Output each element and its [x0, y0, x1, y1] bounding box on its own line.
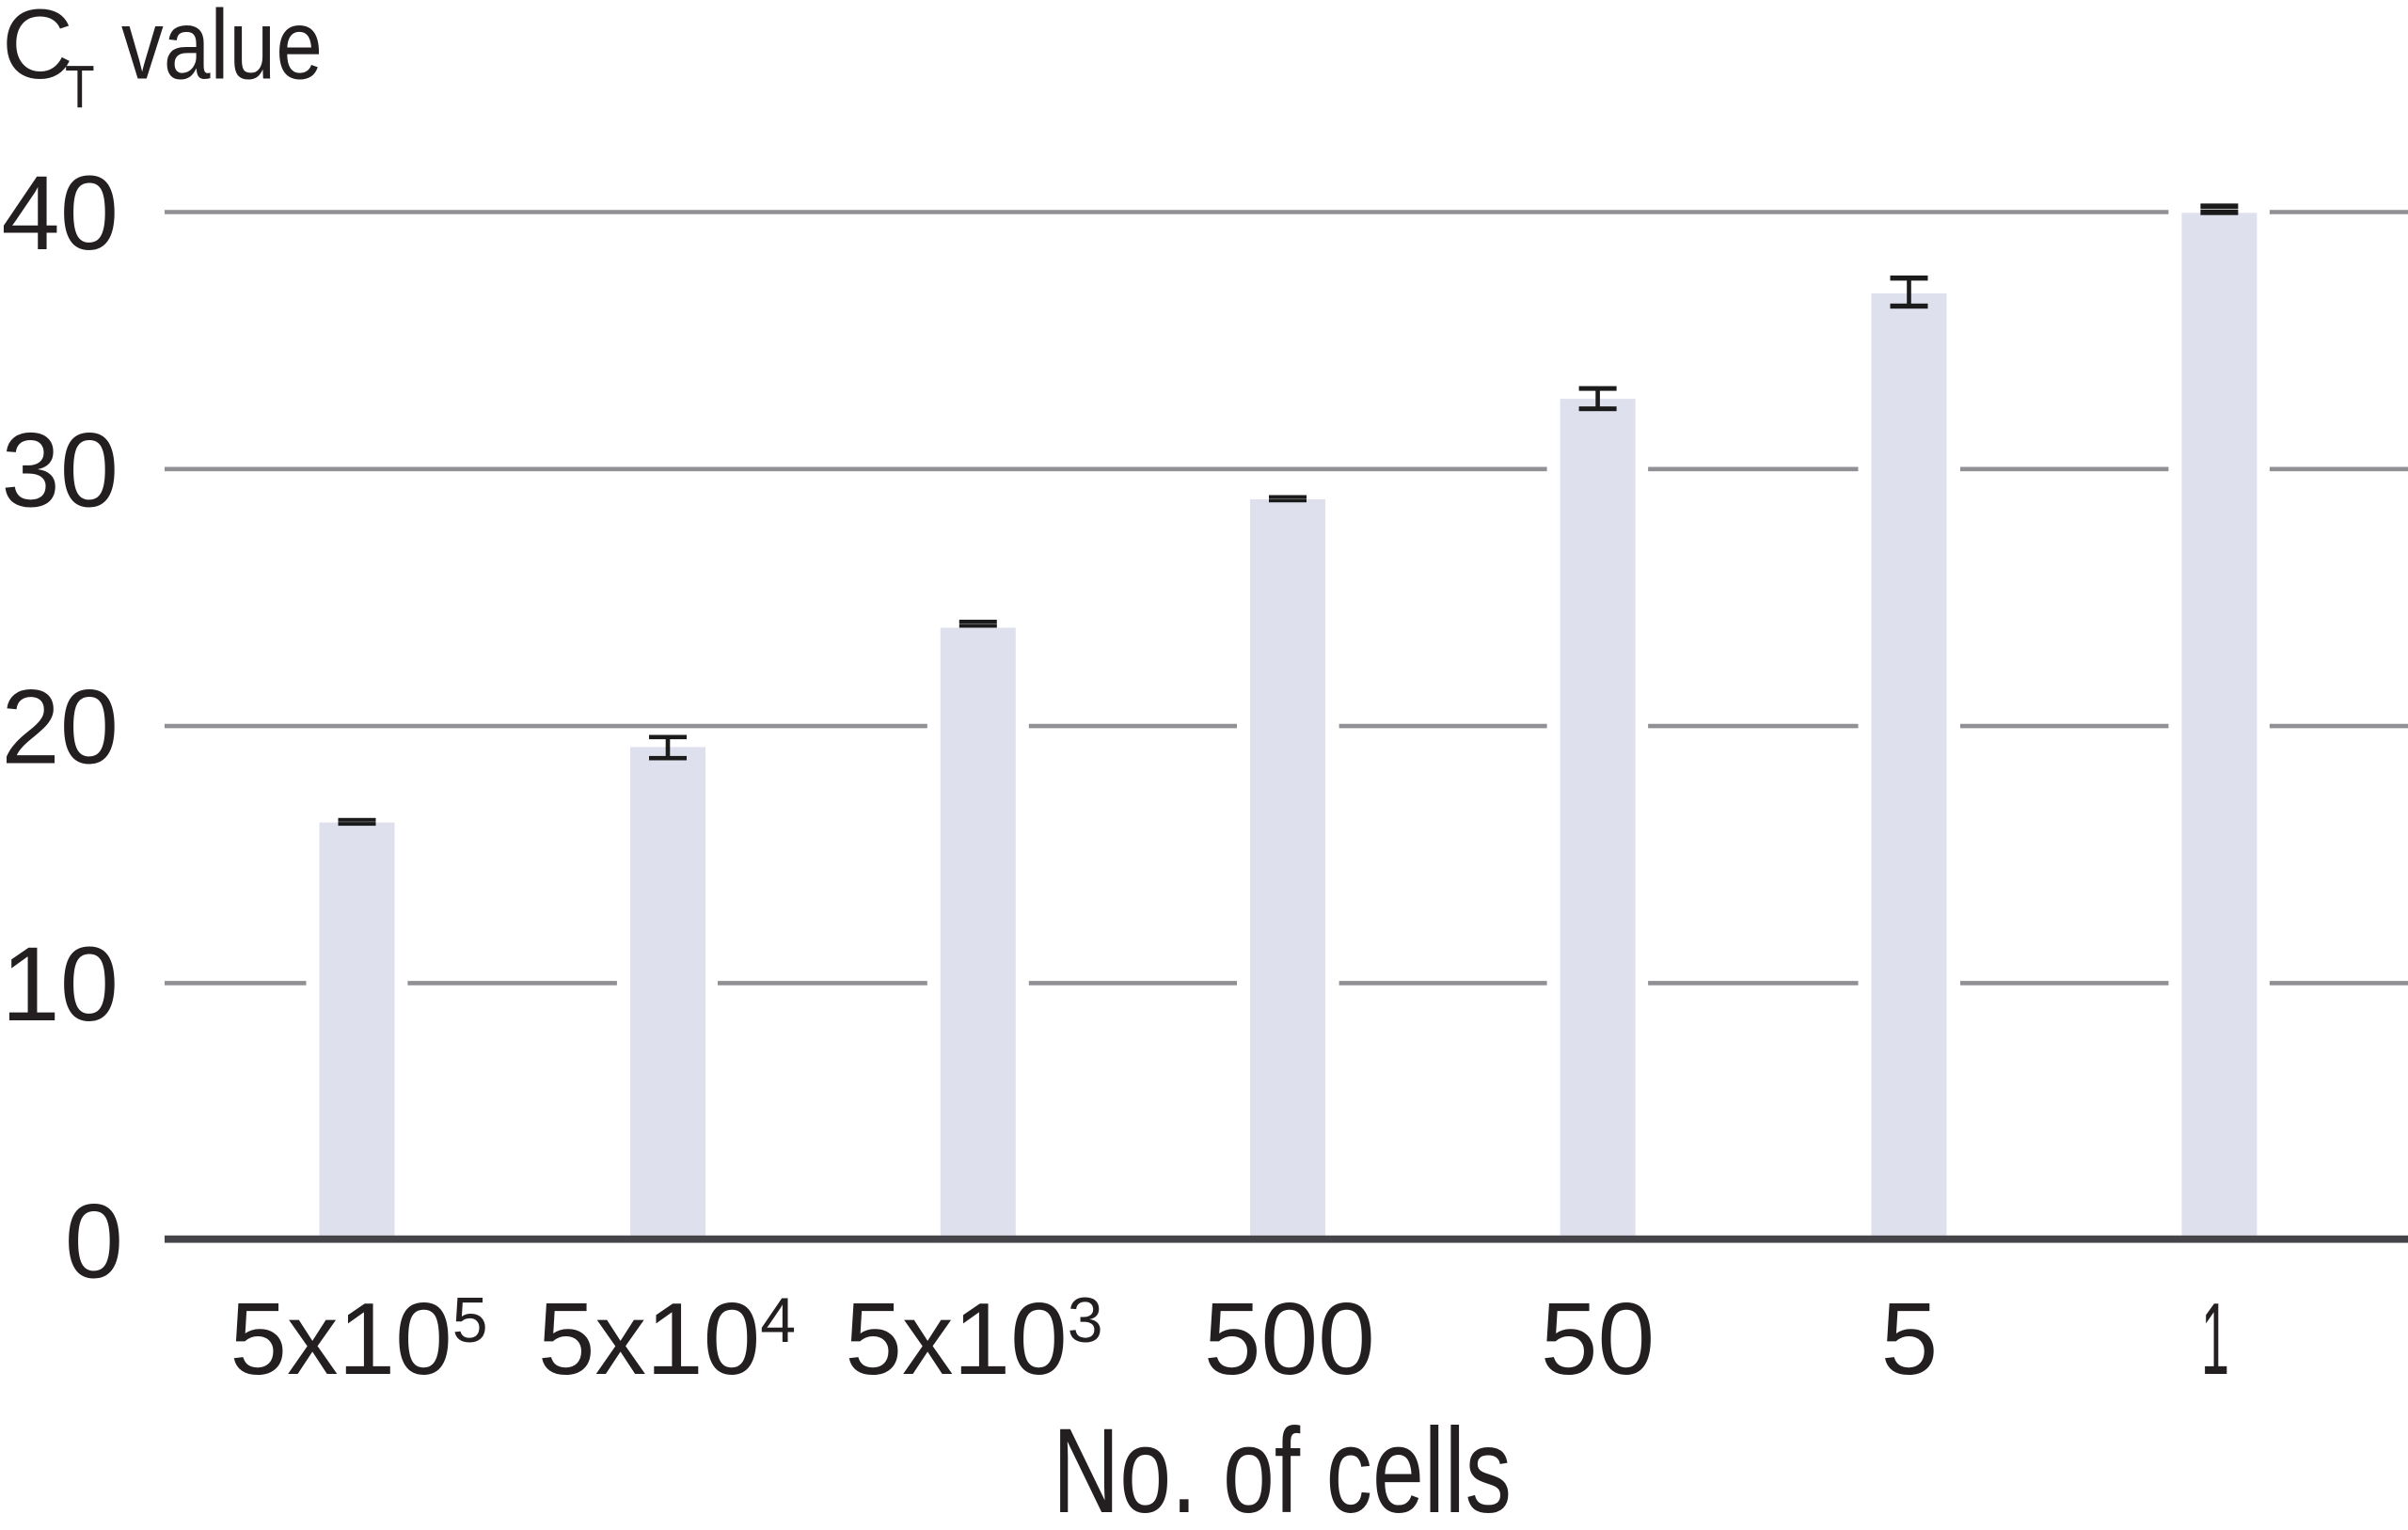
svg-text:5: 5: [1881, 1282, 1939, 1396]
svg-text:T: T: [65, 53, 95, 120]
svg-text:40: 40: [1, 154, 119, 272]
svg-text:value: value: [121, 0, 323, 101]
svg-text:20: 20: [1, 669, 119, 786]
svg-text:5x104: 5x104: [538, 1282, 796, 1396]
svg-text:0: 0: [65, 1182, 123, 1300]
svg-text:1: 1: [2201, 1282, 2229, 1396]
svg-text:500: 500: [1204, 1282, 1375, 1396]
svg-text:50: 50: [1541, 1282, 1655, 1396]
svg-text:30: 30: [1, 411, 119, 528]
svg-text:5x103: 5x103: [845, 1282, 1102, 1396]
svg-text:C: C: [2, 0, 73, 100]
svg-text:No. of cells: No. of cells: [1053, 1404, 1512, 1530]
svg-text:5x105: 5x105: [230, 1282, 487, 1396]
svg-text:10: 10: [1, 925, 119, 1043]
